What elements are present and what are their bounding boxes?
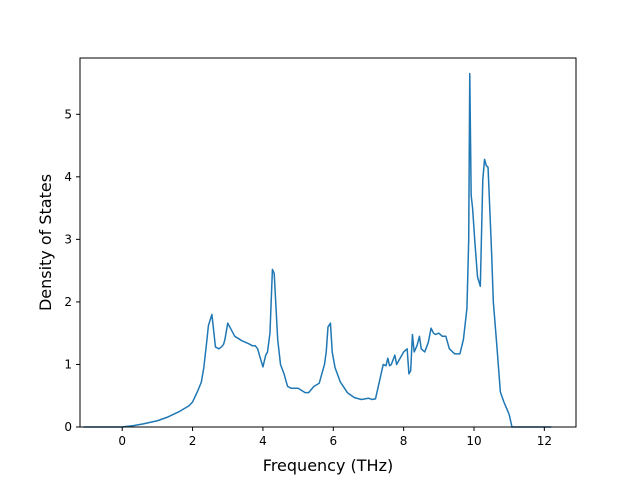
dos-series-line xyxy=(83,72,552,428)
y-axis-label: Density of States xyxy=(36,174,55,311)
y-tick-label: 2 xyxy=(64,295,72,309)
x-tick-label: 2 xyxy=(189,434,197,448)
y-tick-label: 1 xyxy=(64,357,72,371)
y-tick-label: 0 xyxy=(64,420,72,434)
x-tick-label: 10 xyxy=(466,434,481,448)
x-tick-label: 12 xyxy=(537,434,552,448)
y-tick-label: 5 xyxy=(64,107,72,121)
x-tick-label: 8 xyxy=(400,434,408,448)
x-axis-label: Frequency (THz) xyxy=(263,456,393,475)
x-tick-label: 0 xyxy=(118,434,126,448)
y-tick-label: 4 xyxy=(64,170,72,184)
x-tick-label: 6 xyxy=(329,434,337,448)
y-tick-label: 3 xyxy=(64,232,72,246)
plot-frame xyxy=(79,57,577,428)
x-tick-label: 4 xyxy=(259,434,267,448)
